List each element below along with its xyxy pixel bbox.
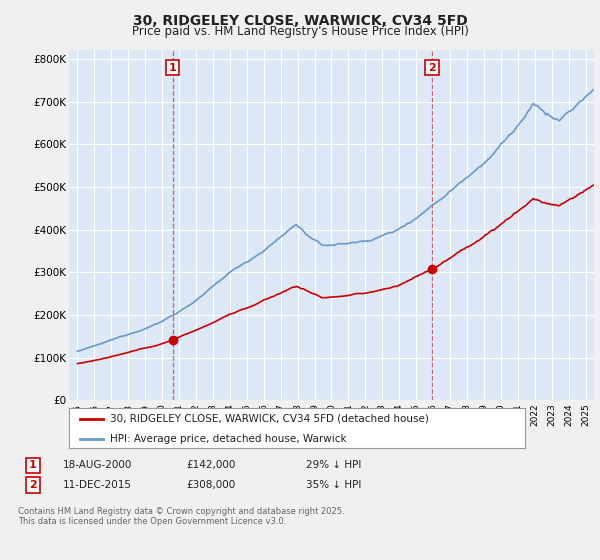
Text: 2: 2 — [428, 63, 436, 73]
Text: 30, RIDGELEY CLOSE, WARWICK, CV34 5FD: 30, RIDGELEY CLOSE, WARWICK, CV34 5FD — [133, 14, 467, 28]
Text: 30, RIDGELEY CLOSE, WARWICK, CV34 5FD (detached house): 30, RIDGELEY CLOSE, WARWICK, CV34 5FD (d… — [110, 414, 429, 423]
Text: £142,000: £142,000 — [186, 460, 235, 470]
Text: 29% ↓ HPI: 29% ↓ HPI — [306, 460, 361, 470]
Text: £308,000: £308,000 — [186, 480, 235, 490]
Text: 1: 1 — [169, 63, 176, 73]
Text: 35% ↓ HPI: 35% ↓ HPI — [306, 480, 361, 490]
Text: 2: 2 — [29, 480, 37, 490]
Text: Price paid vs. HM Land Registry's House Price Index (HPI): Price paid vs. HM Land Registry's House … — [131, 25, 469, 38]
Text: 18-AUG-2000: 18-AUG-2000 — [63, 460, 133, 470]
Text: Contains HM Land Registry data © Crown copyright and database right 2025.
This d: Contains HM Land Registry data © Crown c… — [18, 507, 344, 526]
Text: 1: 1 — [29, 460, 37, 470]
Text: 11-DEC-2015: 11-DEC-2015 — [63, 480, 132, 490]
Text: HPI: Average price, detached house, Warwick: HPI: Average price, detached house, Warw… — [110, 434, 347, 444]
